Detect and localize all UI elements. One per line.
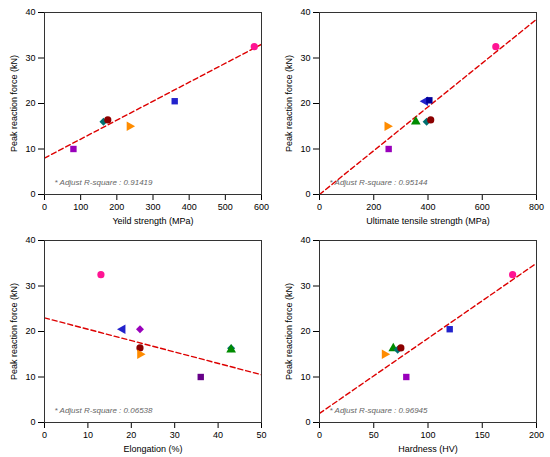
svg-text:400: 400 <box>420 202 435 212</box>
svg-text:10: 10 <box>25 144 35 154</box>
svg-text:* Adjust R-square : 0.96945: * Adjust R-square : 0.96945 <box>330 406 429 415</box>
svg-text:40: 40 <box>25 235 35 245</box>
svg-text:600: 600 <box>254 202 269 212</box>
svg-text:10: 10 <box>83 430 93 440</box>
svg-text:30: 30 <box>25 53 35 63</box>
svg-text:0: 0 <box>30 189 35 199</box>
svg-text:* Adjust R-square : 0.95144: * Adjust R-square : 0.95144 <box>330 178 429 187</box>
svg-text:0: 0 <box>305 189 310 199</box>
svg-text:Peak reaction force (kN): Peak reaction force (kN) <box>9 283 19 380</box>
svg-text:Elongation (%): Elongation (%) <box>123 444 182 454</box>
svg-text:300: 300 <box>145 202 160 212</box>
svg-text:Peak reaction force (kN): Peak reaction force (kN) <box>284 283 294 380</box>
svg-text:150: 150 <box>475 430 490 440</box>
svg-text:0: 0 <box>42 202 47 212</box>
svg-text:20: 20 <box>25 326 35 336</box>
svg-text:0: 0 <box>317 430 322 440</box>
svg-text:500: 500 <box>218 202 233 212</box>
svg-text:50: 50 <box>369 430 379 440</box>
svg-text:50: 50 <box>256 430 266 440</box>
svg-text:10: 10 <box>300 372 310 382</box>
svg-text:20: 20 <box>25 98 35 108</box>
svg-text:40: 40 <box>25 7 35 17</box>
svg-text:200: 200 <box>366 202 381 212</box>
svg-text:* Adjust R-square : 0.06538: * Adjust R-square : 0.06538 <box>55 406 154 415</box>
svg-text:100: 100 <box>420 430 435 440</box>
svg-text:30: 30 <box>300 53 310 63</box>
svg-text:20: 20 <box>300 98 310 108</box>
svg-text:Yeild strength (MPa): Yeild strength (MPa) <box>112 216 193 226</box>
svg-text:800: 800 <box>529 202 544 212</box>
svg-text:20: 20 <box>126 430 136 440</box>
svg-text:Peak reaction force (kN): Peak reaction force (kN) <box>9 55 19 152</box>
svg-text:30: 30 <box>170 430 180 440</box>
svg-text:200: 200 <box>529 430 544 440</box>
svg-text:200: 200 <box>109 202 124 212</box>
svg-text:Ultimate tensile strength (MPa: Ultimate tensile strength (MPa) <box>366 216 490 226</box>
svg-text:40: 40 <box>300 235 310 245</box>
svg-text:600: 600 <box>475 202 490 212</box>
svg-text:Peak reaction force (kN): Peak reaction force (kN) <box>284 55 294 152</box>
svg-text:40: 40 <box>300 7 310 17</box>
svg-text:* Adjust R-square : 0.91419: * Adjust R-square : 0.91419 <box>55 178 154 187</box>
svg-text:20: 20 <box>300 326 310 336</box>
svg-text:10: 10 <box>25 372 35 382</box>
svg-text:30: 30 <box>300 281 310 291</box>
svg-text:100: 100 <box>73 202 88 212</box>
svg-text:40: 40 <box>213 430 223 440</box>
svg-text:0: 0 <box>30 417 35 427</box>
svg-text:0: 0 <box>317 202 322 212</box>
svg-text:Hardness (HV): Hardness (HV) <box>398 444 458 454</box>
svg-text:400: 400 <box>182 202 197 212</box>
svg-text:30: 30 <box>25 281 35 291</box>
svg-text:0: 0 <box>305 417 310 427</box>
svg-text:10: 10 <box>300 144 310 154</box>
svg-text:0: 0 <box>42 430 47 440</box>
